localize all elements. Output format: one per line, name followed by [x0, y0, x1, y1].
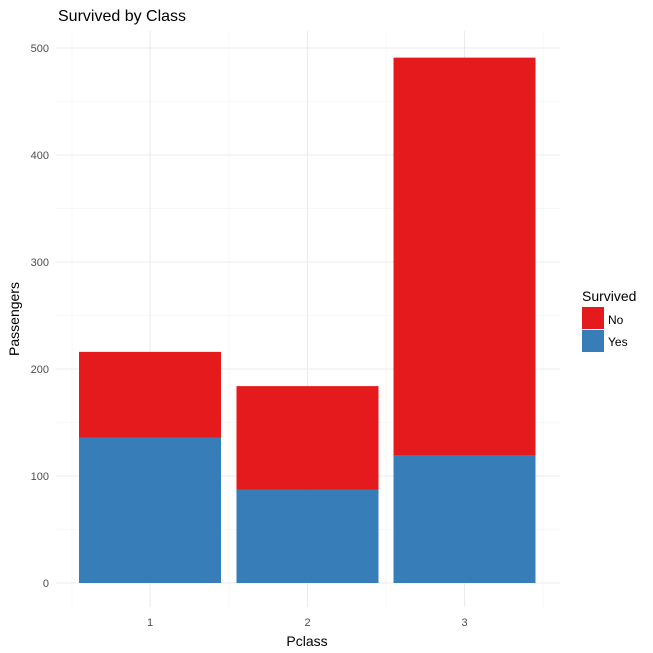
bar-yes-class-3	[393, 455, 536, 583]
chart-title: Survived by Class	[58, 8, 186, 25]
legend-swatch-no	[582, 307, 604, 329]
legend-label-yes: Yes	[608, 335, 628, 349]
bar-no-class-1	[79, 351, 221, 438]
legend-label-no: No	[608, 313, 624, 327]
y-tick-label: 100	[31, 471, 49, 483]
y-tick-label: 400	[31, 150, 49, 162]
x-tick-label: 3	[461, 617, 467, 629]
x-axis-title: Pclass	[286, 633, 327, 649]
y-tick-label: 500	[31, 43, 49, 55]
x-tick-label: 1	[147, 617, 153, 629]
y-tick-label: 0	[43, 578, 49, 590]
legend: Survived No Yes	[582, 288, 636, 352]
y-axis-title: Passengers	[6, 282, 22, 356]
legend-swatch-yes	[582, 330, 604, 352]
legend-title: Survived	[582, 288, 636, 304]
bars-layer	[79, 57, 536, 583]
bar-no-class-2	[236, 386, 379, 490]
y-axis-ticks: 0 100 200 300 400 500	[31, 43, 49, 590]
x-tick-label: 2	[304, 617, 310, 629]
bar-yes-class-2	[236, 489, 379, 583]
bar-no-class-3	[393, 57, 536, 456]
bar-yes-class-1	[79, 437, 221, 583]
y-tick-label: 300	[31, 257, 49, 269]
y-tick-label: 200	[31, 364, 49, 376]
x-axis-ticks: 1 2 3	[147, 617, 468, 629]
